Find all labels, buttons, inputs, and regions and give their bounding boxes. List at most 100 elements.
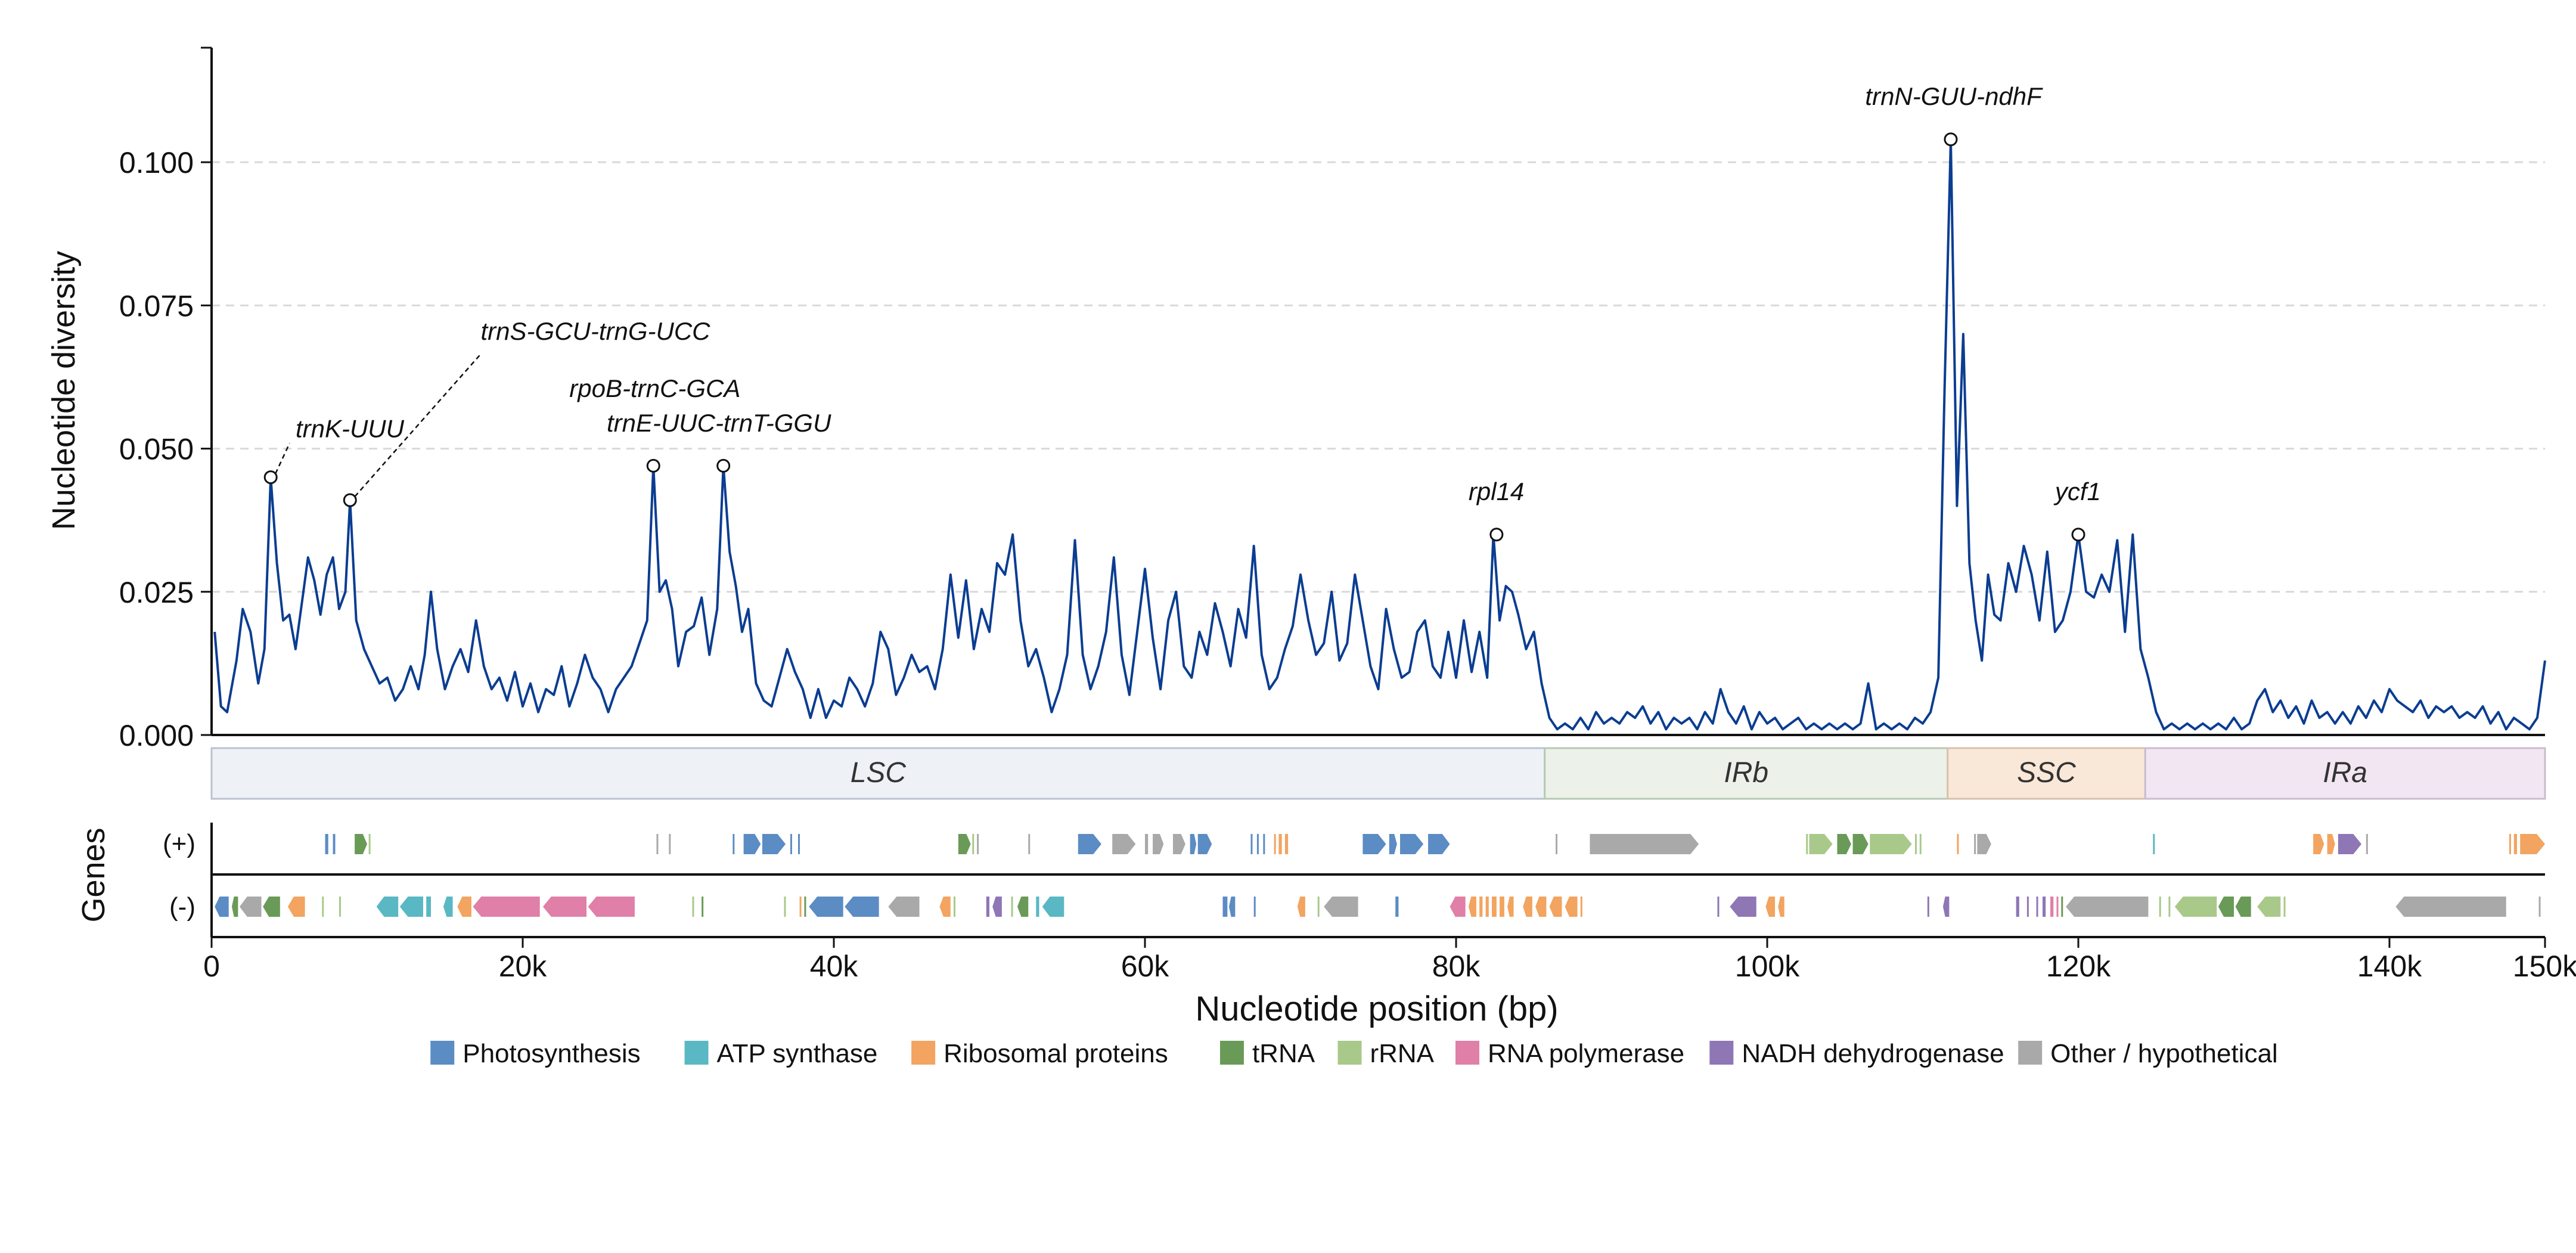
gene-block <box>1927 897 1929 917</box>
peak-label: rpoB-trnC-GCA <box>569 374 740 402</box>
legend-swatch <box>911 1041 936 1065</box>
x-tick-label: 20k <box>499 950 548 983</box>
legend-swatch <box>2018 1041 2043 1065</box>
gene-category-legend: Photosynthesis ATP synthase Ribosomal prot… <box>430 1039 2278 1068</box>
gene-block <box>1590 834 1699 854</box>
gene-block <box>1565 897 1578 917</box>
gene-block <box>702 897 704 917</box>
gene-block <box>2016 897 2019 917</box>
gene-block <box>322 897 324 917</box>
gene-block <box>1485 897 1489 917</box>
y-gridlines <box>212 161 2545 593</box>
gene-block <box>1228 897 1236 917</box>
gene-tracks <box>215 834 2545 917</box>
gene-block <box>2168 897 2171 917</box>
gene-block <box>1957 834 1959 854</box>
gene-block <box>1284 834 1289 854</box>
gene-block <box>231 897 238 917</box>
region-label: LSC <box>851 757 907 789</box>
gene-block <box>2257 897 2281 917</box>
diversity-series <box>213 138 2546 731</box>
gene-block <box>1011 897 1013 917</box>
gene-block <box>1389 834 1397 854</box>
legend-swatch <box>684 1041 709 1065</box>
gene-block <box>426 897 432 917</box>
gene-block <box>977 834 979 854</box>
gene-block <box>2050 897 2054 917</box>
gene-block <box>2056 897 2059 917</box>
gene-block <box>953 897 955 917</box>
gene-block <box>2066 897 2149 917</box>
gene-block <box>1028 834 1031 854</box>
x-tick-label: 0 <box>203 950 220 983</box>
gene-block <box>1400 834 1424 854</box>
gene-block <box>339 897 342 917</box>
gene-block <box>1977 834 1991 854</box>
gene-block <box>1450 897 1466 917</box>
gene-block <box>1556 834 1558 854</box>
legend-label: Ribosomal proteins <box>944 1039 1168 1068</box>
peak-marker <box>2071 528 2085 542</box>
gene-block <box>473 897 540 917</box>
gene-block <box>1717 897 1720 917</box>
legend-swatch <box>1709 1041 1734 1065</box>
genome-regions-bar: LSC IRb SSC IRa <box>210 747 2546 800</box>
peak-label: ycf1 <box>2053 477 2101 505</box>
gene-block <box>2036 897 2038 917</box>
gene-block <box>2235 897 2251 917</box>
annotation-leader <box>354 353 482 497</box>
gene-block <box>1153 834 1164 854</box>
legend-label: ATP synthase <box>717 1039 878 1068</box>
gene-block <box>2026 897 2029 917</box>
gene-block <box>692 897 694 917</box>
gene-block <box>2520 834 2545 854</box>
x-axis-label: Nucleotide position (bp) <box>1195 990 1558 1028</box>
gene-block <box>355 834 367 854</box>
gene-block <box>1580 897 1582 917</box>
y-tick-label: 0.025 <box>119 576 194 609</box>
gene-block <box>1507 897 1514 917</box>
gene-block <box>1523 897 1532 917</box>
region-label: IRa <box>2323 757 2367 789</box>
gene-block <box>2366 834 2368 854</box>
gene-block <box>263 897 280 917</box>
gene-block <box>1479 897 1483 917</box>
gene-block <box>1914 834 1917 854</box>
gene-block <box>2218 897 2234 917</box>
gene-block <box>1017 897 1029 917</box>
diversity-line <box>213 138 2546 731</box>
gene-block <box>986 897 989 917</box>
gene-block <box>1549 897 1562 917</box>
gene-block <box>784 897 786 917</box>
legend-swatch <box>1337 1041 1362 1065</box>
peak-label: trnN-GUU-ndhF <box>1865 82 2043 110</box>
gene-block <box>1363 834 1386 854</box>
gene-block <box>845 897 879 917</box>
gene-block <box>809 897 843 917</box>
gene-block <box>1190 834 1197 854</box>
gene-block <box>2338 834 2362 854</box>
gene-block <box>368 834 371 854</box>
gene-block <box>799 897 802 917</box>
gene-block <box>2313 834 2324 854</box>
gene-block <box>2513 834 2518 854</box>
gene-block <box>1395 897 1399 917</box>
gene-block <box>733 834 735 854</box>
genes-axis-label: Genes <box>76 827 111 922</box>
peak-label: trnS-GCU-trnG-UCC <box>481 317 711 345</box>
gene-block <box>443 897 453 917</box>
gene-block <box>457 897 471 917</box>
x-tick-label: 40k <box>810 950 859 983</box>
gene-block <box>1837 834 1851 854</box>
gene-block <box>2509 834 2511 854</box>
gene-block <box>2153 834 2155 854</box>
peak-marker <box>716 458 731 473</box>
gene-block <box>1765 897 1776 917</box>
legend-swatch <box>430 1041 455 1065</box>
legend-swatch <box>1219 1041 1244 1065</box>
gene-block <box>972 834 974 854</box>
peak-label: trnE-UUC-trnT-GGU <box>607 409 831 437</box>
peak-marker <box>1944 132 1958 147</box>
gene-block <box>542 897 587 917</box>
legend-label: tRNA <box>1252 1039 1315 1068</box>
